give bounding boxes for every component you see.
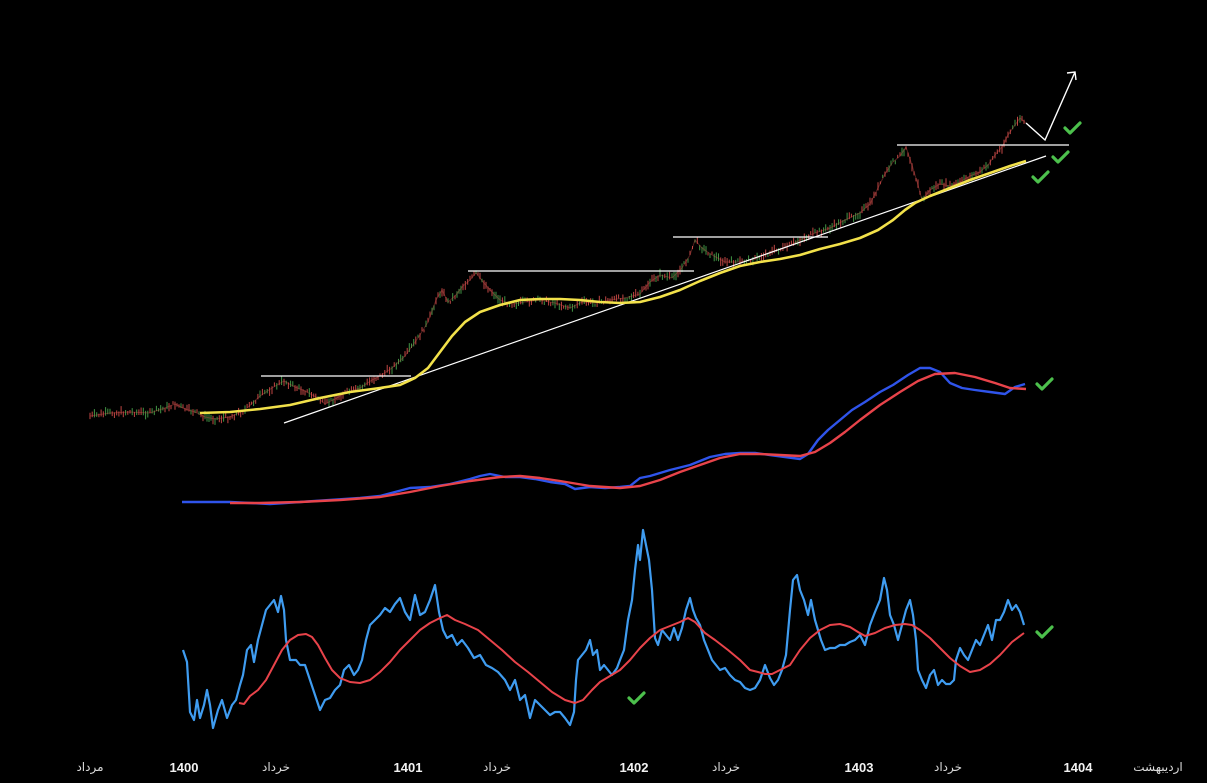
resistance-levels: [261, 144, 1069, 377]
x-axis-month-label: مرداد: [76, 760, 104, 774]
checkmark-icon: [1063, 121, 1082, 135]
x-axis-year-label: 1401: [393, 760, 423, 775]
x-axis-month-label: خرداد: [711, 760, 741, 774]
price-panel: [89, 71, 1082, 425]
relative-strength-panel: [182, 366, 1054, 506]
oscillator-checkmarks: [627, 625, 1054, 705]
x-axis-month-label: خرداد: [261, 760, 291, 774]
x-axis-year-label: 1402: [619, 760, 649, 775]
moving-average-line: [199, 159, 1027, 415]
rs-blue-line: [182, 366, 1026, 506]
checkmark-icon: [1031, 170, 1050, 184]
oscillator-panel: [181, 528, 1054, 730]
rs-red-line: [230, 371, 1027, 505]
price-checkmarks: [1031, 121, 1082, 184]
checkmark-icon: [1051, 150, 1070, 164]
price-line: [89, 117, 1027, 420]
checkmark-icon: [627, 691, 646, 705]
x-axis-year-label: 1404: [1063, 760, 1093, 775]
x-axis-month-label: خرداد: [933, 760, 963, 774]
projection-arrow: [1025, 71, 1077, 142]
oscillator-red-line: [238, 614, 1025, 705]
x-axis-month-label: اردیبهشت: [1133, 760, 1183, 774]
x-axis-month-label: خرداد: [482, 760, 512, 774]
rs-checkmarks: [1035, 377, 1054, 391]
x-axis-year-label: 1400: [169, 760, 199, 775]
arrow-head-icon: [1066, 71, 1077, 81]
x-axis-year-label: 1403: [844, 760, 874, 775]
oscillator-blue-line: [181, 528, 1026, 730]
price-candles: [89, 115, 1025, 425]
checkmark-icon: [1035, 625, 1054, 639]
checkmark-icon: [1035, 377, 1054, 391]
